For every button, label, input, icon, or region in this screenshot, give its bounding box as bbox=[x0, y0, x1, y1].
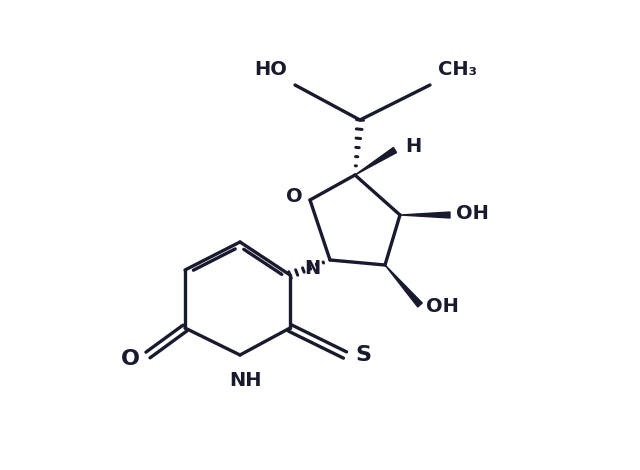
Text: N: N bbox=[304, 259, 320, 279]
Text: O: O bbox=[121, 349, 140, 369]
Text: O: O bbox=[285, 187, 302, 205]
Text: OH: OH bbox=[456, 204, 489, 222]
Polygon shape bbox=[385, 265, 422, 307]
Text: NH: NH bbox=[228, 371, 261, 390]
Text: OH: OH bbox=[426, 298, 459, 316]
Polygon shape bbox=[400, 212, 450, 218]
Polygon shape bbox=[355, 148, 397, 175]
Text: HO: HO bbox=[254, 60, 287, 79]
Text: CH₃: CH₃ bbox=[438, 60, 477, 79]
Text: S: S bbox=[355, 345, 371, 365]
Text: H: H bbox=[405, 136, 421, 156]
